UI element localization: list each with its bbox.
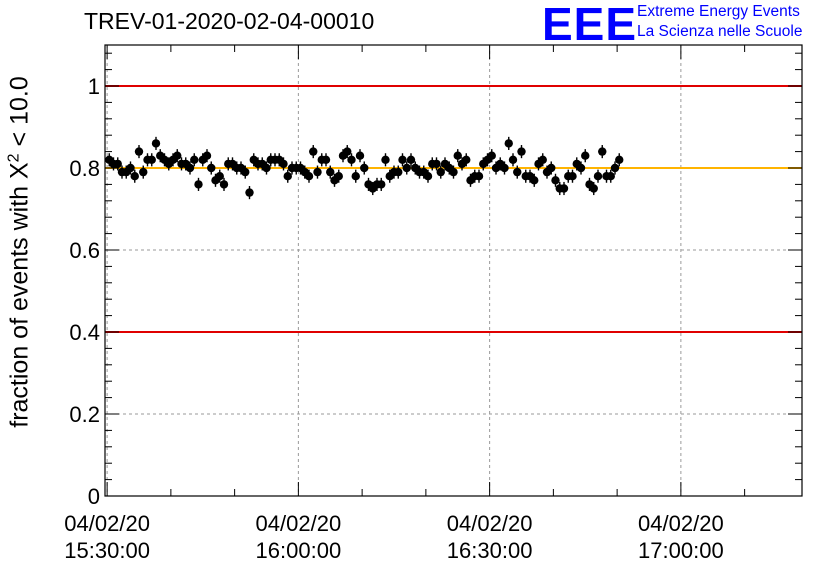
data-point — [262, 163, 271, 173]
data-point — [568, 172, 577, 181]
data-point — [190, 155, 199, 164]
data-point — [147, 155, 156, 164]
data-point — [474, 172, 484, 181]
x-tick-label: 17:00:00 — [638, 538, 724, 563]
data-point — [508, 155, 518, 164]
data-point — [610, 163, 620, 173]
data-point — [513, 167, 522, 177]
data-point — [360, 163, 369, 173]
data-point — [151, 139, 161, 148]
y-tick-label: 0.6 — [69, 238, 100, 263]
data-point — [304, 172, 314, 181]
data-point — [517, 147, 526, 156]
data-point — [326, 167, 335, 177]
data-point — [185, 163, 195, 173]
data-point — [321, 155, 331, 164]
x-tick-label: 04/02/20 — [638, 511, 724, 536]
data-point — [551, 176, 560, 185]
data-point — [202, 151, 212, 160]
data-point — [245, 188, 254, 197]
data-point — [241, 167, 250, 177]
data-point — [207, 163, 216, 173]
x-tick-label: 16:30:00 — [447, 538, 533, 563]
data-point — [504, 139, 513, 148]
plot-title: TREV-01-2020-02-04-00010 — [84, 8, 375, 34]
data-point — [334, 172, 343, 181]
data-point — [139, 167, 148, 177]
x-tick-label: 04/02/20 — [256, 511, 342, 536]
data-point — [453, 151, 462, 160]
data-point — [547, 163, 556, 173]
data-point — [559, 184, 569, 193]
data-point — [130, 172, 139, 181]
data-point — [423, 172, 433, 181]
data-point — [313, 167, 322, 177]
data-point — [309, 147, 318, 156]
data-point — [194, 180, 203, 189]
data-point — [589, 184, 598, 193]
logo-line-1: Extreme Energy Events — [637, 3, 800, 20]
data-point — [134, 147, 144, 156]
x-tick-label: 04/02/20 — [64, 511, 150, 536]
data-point — [283, 172, 292, 181]
data-point — [377, 180, 386, 189]
data-point — [126, 163, 135, 173]
data-point — [113, 159, 122, 169]
data-point — [219, 180, 229, 189]
x-tick-label: 04/02/20 — [447, 511, 533, 536]
x-tick-label: 15:30:00 — [64, 538, 150, 563]
data-point — [449, 167, 458, 177]
data-point — [406, 155, 416, 164]
data-point — [355, 151, 365, 160]
data-point — [538, 155, 547, 164]
plot-frame — [104, 44, 803, 497]
data-point — [347, 155, 356, 164]
y-tick-label: 0.4 — [69, 320, 100, 345]
y-tick-label: 0.2 — [69, 402, 100, 427]
data-point — [351, 172, 360, 181]
logo-line-2: La Scienza nelle Scuole — [637, 23, 803, 40]
y-tick-label: 0.8 — [69, 156, 100, 181]
data-point — [381, 155, 390, 164]
data-point — [343, 147, 352, 156]
data-point — [402, 163, 411, 173]
data-point — [394, 167, 403, 177]
data-point — [581, 151, 590, 160]
data-point — [398, 155, 407, 164]
data-point — [576, 163, 586, 173]
eee-logo-text: Extreme Energy Events La Scienza nelle S… — [637, 2, 802, 42]
data-point — [462, 155, 471, 164]
data-point — [432, 159, 441, 169]
x-tick-label: 16:00:00 — [256, 538, 342, 563]
data-point — [530, 176, 539, 185]
eee-logo-mark: EEE — [542, 0, 638, 50]
y-tick-label: 1 — [88, 74, 100, 99]
data-point — [500, 163, 509, 173]
data-point — [487, 151, 496, 160]
data-point — [215, 172, 224, 181]
data-point — [593, 172, 603, 181]
data-point — [436, 167, 445, 177]
data-point — [606, 172, 615, 181]
data-point — [598, 147, 607, 156]
data-point — [173, 151, 182, 160]
y-tick-label: 0 — [88, 484, 100, 509]
data-point — [279, 159, 288, 169]
data-point — [615, 155, 624, 164]
